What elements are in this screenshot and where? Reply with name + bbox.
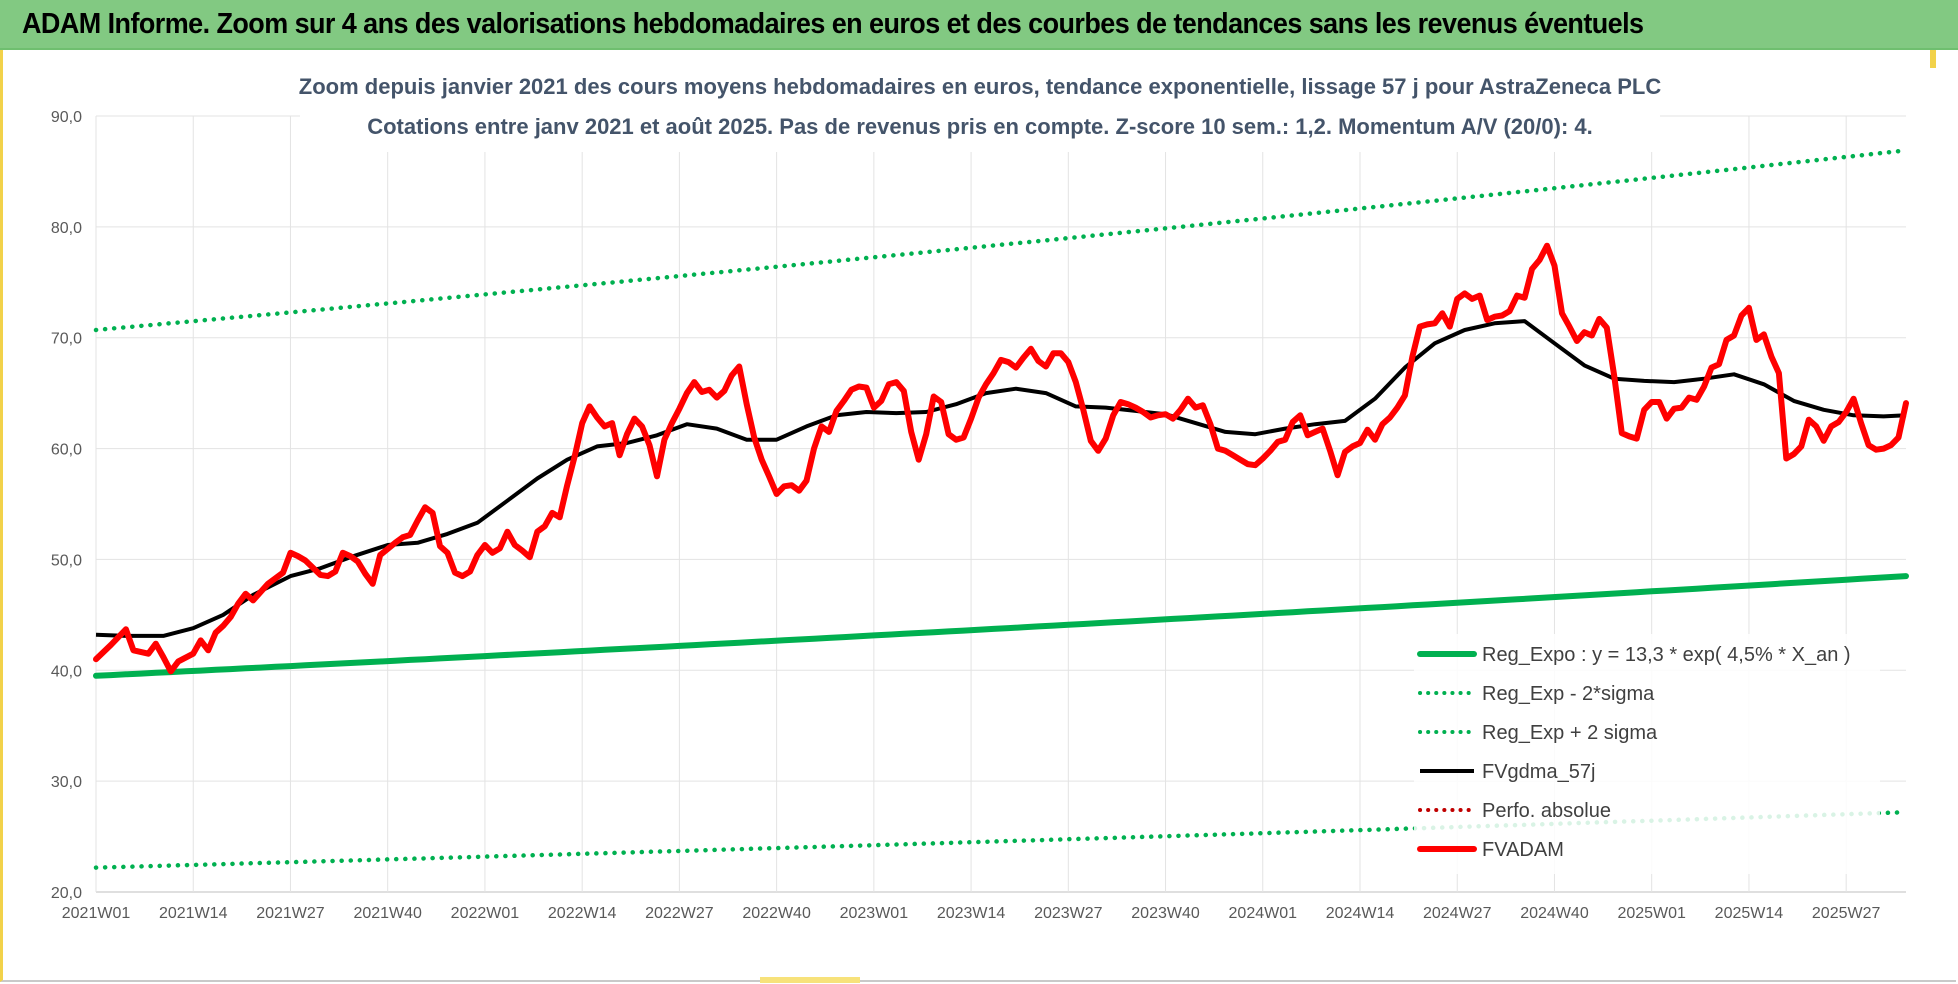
x-tick-label: 2023W14 (937, 905, 1006, 922)
chart: 20,0 30,0 40,0 50,0 60,0 70,0 80,0 90,0 2021W01… (51, 62, 1909, 922)
legend: Reg_Expo : y = 13,3 * exp( 4,5% * X_an )… (1414, 634, 1880, 874)
x-tick-label: 2022W14 (548, 905, 617, 922)
y-axis: 20,0 30,0 40,0 50,0 60,0 70,0 80,0 90,0 (51, 109, 82, 902)
frame-marker-top (1930, 50, 1936, 68)
header-bar: ADAM Informe. Zoom sur 4 ans des valoris… (0, 0, 1958, 50)
x-tick-label: 2025W27 (1812, 905, 1881, 922)
x-tick-label: 2023W27 (1034, 905, 1103, 922)
x-axis: 2021W01 2021W14 2021W27 2021W40 2022W01 2022W… (62, 905, 1881, 922)
x-tick-label: 2021W40 (353, 905, 422, 922)
x-tick-label: 2022W40 (742, 905, 811, 922)
x-tick-label: 2022W27 (645, 905, 714, 922)
x-tick-label: 2021W14 (159, 905, 228, 922)
x-tick-label: 2024W14 (1326, 905, 1395, 922)
series-fvadam (93, 242, 1909, 675)
x-tick-label: 2024W40 (1520, 905, 1589, 922)
y-tick-label: 40,0 (51, 663, 82, 680)
x-tick-label: 2021W01 (62, 905, 131, 922)
legend-label: FVADAM (1482, 839, 1564, 861)
x-tick-label: 2025W14 (1715, 905, 1784, 922)
x-tick-label: 2025W01 (1617, 905, 1686, 922)
legend-label: Reg_Exp + 2 sigma (1482, 722, 1658, 744)
x-tick-label: 2023W01 (840, 905, 909, 922)
series-layer (93, 148, 1909, 870)
y-tick-label: 60,0 (51, 442, 82, 459)
legend-label: Perfo. absolue (1482, 800, 1611, 822)
legend-label: FVgdma_57j (1482, 761, 1595, 783)
frame-marker (760, 977, 860, 983)
series-fvgdma-57j (95, 319, 1907, 638)
y-tick-label: 50,0 (51, 552, 82, 569)
x-tick-label: 2021W27 (256, 905, 325, 922)
series-reg-exp-plus-2sigma (93, 148, 1909, 333)
chart-title-line1: Zoom depuis janvier 2021 des cours moyen… (299, 74, 1662, 99)
chart-frame (0, 50, 1956, 982)
chart-title-box (300, 62, 1660, 152)
x-tick-label: 2023W40 (1131, 905, 1200, 922)
x-tick-label: 2024W01 (1229, 905, 1298, 922)
legend-label: Reg_Expo : y = 13,3 * exp( 4,5% * X_an ) (1482, 644, 1851, 666)
y-tick-label: 20,0 (51, 885, 82, 902)
chart-title-line2: Cotations entre janv 2021 et août 2025. … (367, 114, 1593, 139)
x-tick-label: 2022W01 (451, 905, 520, 922)
page-title: ADAM Informe. Zoom sur 4 ans des valoris… (22, 8, 1644, 40)
y-tick-label: 90,0 (51, 109, 82, 126)
legend-background (1414, 634, 1880, 874)
grid (95, 115, 1906, 893)
series-reg-expo (93, 573, 1909, 679)
y-tick-label: 70,0 (51, 331, 82, 348)
legend-label: Reg_Exp - 2*sigma (1482, 683, 1655, 705)
x-tick-label: 2024W27 (1423, 905, 1492, 922)
y-tick-label: 80,0 (51, 220, 82, 237)
y-tick-label: 30,0 (51, 774, 82, 791)
